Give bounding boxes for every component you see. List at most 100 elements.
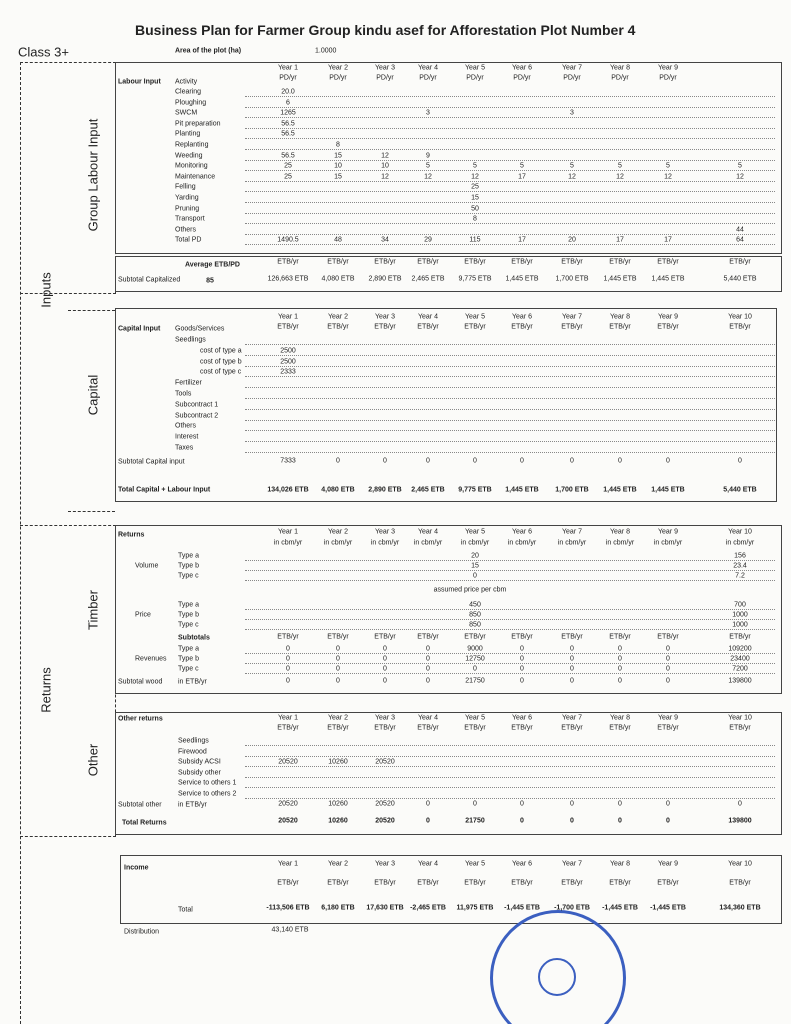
value: 0: [520, 655, 524, 663]
dashed-rule: [20, 62, 21, 1024]
value: 20520: [278, 800, 298, 808]
row-label: Taxes: [175, 444, 194, 452]
value: 0: [426, 817, 430, 825]
year-header: Year 7: [562, 528, 582, 536]
value: 12: [736, 173, 744, 181]
value: 5: [426, 162, 430, 170]
year-header: Year 4: [418, 860, 438, 868]
value: 0: [426, 655, 430, 663]
unit-header: in cbm/yr: [370, 539, 400, 547]
unit-header: PD/yr: [659, 74, 677, 82]
side-label: Group Labour Input: [85, 118, 101, 232]
value: 0: [618, 677, 622, 685]
value: 29: [424, 236, 432, 244]
value: 1,445 ETB: [603, 486, 637, 494]
year-header: Year 5: [465, 528, 485, 536]
subtotal-label: Subtotal other: [118, 801, 162, 809]
unit-header: ETB/yr: [657, 724, 679, 732]
value: 23.4: [733, 562, 747, 570]
value: 20520: [375, 800, 395, 808]
value: 0: [426, 677, 430, 685]
value: 56.5: [281, 130, 295, 138]
value: 20520: [278, 817, 298, 825]
value: 0: [473, 800, 477, 808]
unit-header: PD/yr: [419, 74, 437, 82]
other-box: [115, 712, 782, 835]
stamp: [490, 910, 626, 1024]
value: 109200: [728, 645, 752, 653]
value: 12750: [465, 655, 485, 663]
value: 23400: [730, 655, 750, 663]
year-header: Year 5: [465, 860, 485, 868]
row-rule: [245, 344, 775, 345]
value: 0: [383, 645, 387, 653]
value: 156: [734, 552, 746, 560]
row-rule: [245, 233, 775, 235]
row-rule: [245, 117, 775, 119]
row-rule: [245, 609, 775, 610]
row-label: Subsidy other: [178, 769, 221, 777]
value: 1490.5: [277, 236, 299, 244]
value: 15: [334, 152, 342, 160]
value: 1265: [280, 109, 296, 117]
year-header: Year 4: [418, 64, 438, 72]
group-label: Revenues: [135, 655, 167, 663]
value: 0: [520, 817, 524, 825]
avg-value: 85: [206, 277, 214, 285]
value: 7333: [280, 457, 296, 465]
value: 0: [473, 572, 477, 580]
value: 2,465 ETB: [411, 275, 445, 283]
value: 2333: [280, 368, 296, 376]
value: 56.5: [281, 152, 295, 160]
year-header: Year 3: [375, 860, 395, 868]
row-rule: [245, 212, 775, 214]
unit-header: ETB/yr: [657, 323, 679, 331]
value: 1,700 ETB: [555, 486, 589, 494]
row-label: Pit preparation: [175, 120, 221, 128]
value: 21750: [465, 677, 485, 685]
area-value: 1.0000: [315, 47, 337, 55]
row-label: Planting: [175, 130, 201, 138]
unit-header: ETB/yr: [729, 724, 751, 732]
value: 1,700 ETB: [555, 275, 589, 283]
value: 0: [520, 665, 524, 673]
unit-header: ETB/yr: [657, 633, 679, 641]
value: 0: [618, 645, 622, 653]
note: assumed price per cbm: [433, 586, 507, 594]
value: 0: [618, 655, 622, 663]
title: Business Plan for Farmer Group kindu ase…: [135, 22, 636, 38]
value: 34: [381, 236, 389, 244]
total-label: Total Returns: [122, 819, 167, 827]
value: 0: [666, 645, 670, 653]
row-rule: [245, 202, 775, 203]
unit-header: ETB/yr: [464, 323, 486, 331]
value: 15: [471, 562, 479, 570]
row-rule: [245, 387, 775, 389]
labour-subtotal-box: [115, 256, 782, 292]
value: 12: [381, 173, 389, 181]
year-header: Year 7: [562, 860, 582, 868]
year-header: Year 7: [562, 714, 582, 722]
value: 5: [520, 162, 524, 170]
unit-header: in cbm/yr: [725, 539, 755, 547]
value: 2,890 ETB: [368, 275, 402, 283]
value: 1,445 ETB: [603, 275, 637, 283]
year-header: Year 2: [328, 528, 348, 536]
capital-frame: [68, 310, 115, 512]
value: 0: [383, 665, 387, 673]
year-header: Year 2: [328, 714, 348, 722]
value: 0: [738, 800, 742, 808]
year-header: Year 1: [278, 313, 298, 321]
year-header: Year 9: [658, 313, 678, 321]
unit-header: ETB/yr: [657, 258, 679, 266]
value: 17: [664, 236, 672, 244]
row-rule: [245, 570, 775, 571]
value: 50: [471, 205, 479, 213]
value: 0: [520, 645, 524, 653]
col-head: Goods/Services: [175, 325, 225, 333]
value: 64: [736, 236, 744, 244]
avg-label: Average ETB/PD: [185, 261, 240, 269]
side-label: Inputs: [38, 272, 54, 308]
unit-header: ETB/yr: [609, 879, 631, 887]
unit-header: ETB/yr: [417, 724, 439, 732]
